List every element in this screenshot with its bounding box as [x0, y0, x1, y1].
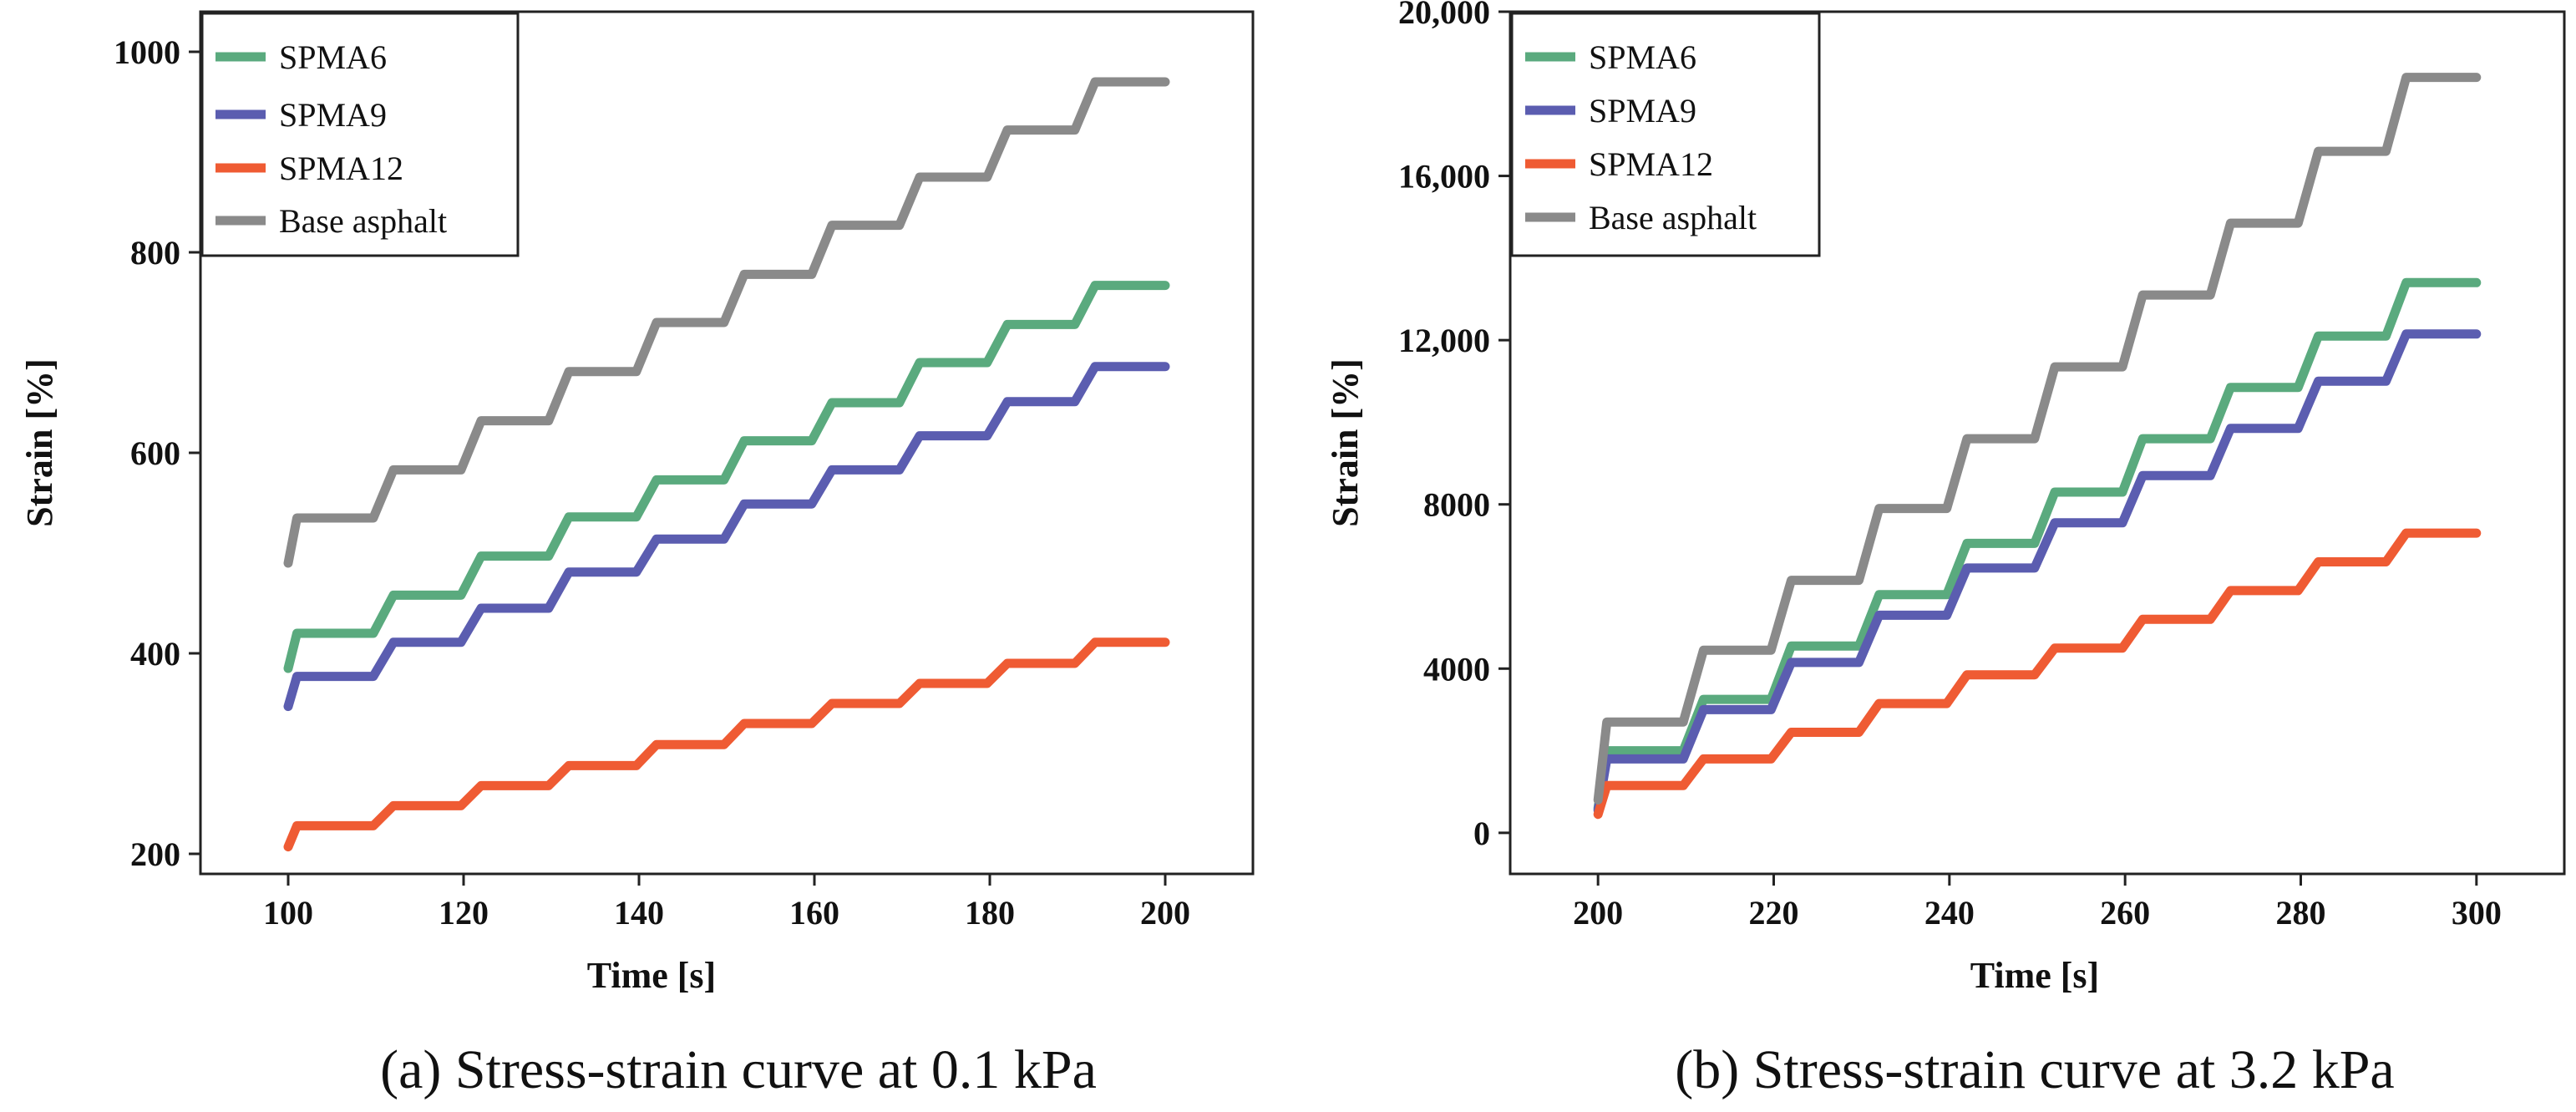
- y-tick-label: 600: [130, 434, 180, 472]
- x-tick-label: 280: [2276, 894, 2326, 932]
- x-tick-label: 260: [2100, 894, 2150, 932]
- y-tick-label: 400: [130, 635, 180, 673]
- x-tick-label: 200: [1140, 894, 1190, 932]
- legend-label-base-asphalt: Base asphalt: [279, 202, 447, 240]
- legend-label-spma6: SPMA6: [279, 38, 387, 76]
- panel-a: 100 120 140 160 180 200 200 400 600 800 1000 SPMA6…: [19, 10, 1255, 1100]
- x-tick-label: 100: [263, 894, 313, 932]
- caption: (a) Stress-strain curve at 0.1 kPa: [380, 1039, 1097, 1100]
- y-axis-title: Strain [%]: [1325, 358, 1366, 527]
- legend-label-spma6: SPMA6: [1589, 38, 1696, 76]
- y-axis-title: Strain [%]: [19, 358, 60, 527]
- x-tick-label: 180: [965, 894, 1015, 932]
- series-line-spma12: [283, 637, 1170, 852]
- x-tick-label: 240: [1924, 894, 1975, 932]
- x-tick-label: 200: [1573, 894, 1623, 932]
- y-tick-label: 1000: [114, 33, 180, 71]
- y-tick-label: 200: [130, 835, 180, 873]
- legend-label-spma12: SPMA12: [279, 150, 403, 187]
- legend-label-spma9: SPMA9: [1589, 92, 1696, 129]
- y-tick-label: 20,000: [1398, 0, 1490, 31]
- y-tick-label: 16,000: [1398, 158, 1490, 195]
- plot-frame: [1509, 10, 2566, 876]
- plot-area: 200 220 240 260 280 300 0 4000 8000 12,000 16,000 2…: [1398, 0, 2502, 932]
- x-tick-label: 220: [1749, 894, 1799, 932]
- caption: (b) Stress-strain curve at 3.2 kPa: [1675, 1039, 2394, 1100]
- series-line-base-asphalt: [1593, 73, 2482, 805]
- y-tick-label: 0: [1473, 815, 1490, 852]
- legend-label-base-asphalt: Base asphalt: [1589, 199, 1757, 236]
- y-tick-label: 8000: [1423, 486, 1490, 524]
- plot-frame: [199, 10, 1255, 876]
- legend: SPMA6 SPMA9 SPMA12 Base asphalt: [200, 12, 520, 257]
- x-axis-title: Time [s]: [1970, 955, 2099, 996]
- x-tick-label: 120: [439, 894, 489, 932]
- series-line-base-asphalt: [283, 77, 1170, 568]
- x-tick-label: 140: [614, 894, 664, 932]
- x-tick-label: 160: [789, 894, 839, 932]
- series-line-spma6: [1593, 277, 2482, 813]
- plot-area: 100 120 140 160 180 200 200 400 600 800 1000: [114, 33, 1190, 932]
- x-tick-label: 300: [2452, 894, 2502, 932]
- series-line-spma9: [1593, 329, 2482, 815]
- series-line-spma12: [1593, 528, 2482, 820]
- legend-label-spma12: SPMA12: [1589, 145, 1713, 183]
- y-tick-label: 12,000: [1398, 322, 1490, 359]
- y-tick-label: 4000: [1423, 650, 1490, 688]
- y-tick-label: 800: [130, 234, 180, 272]
- legend: SPMA6 SPMA9 SPMA12 Base asphalt: [1510, 12, 1821, 257]
- legend-label-spma9: SPMA9: [279, 96, 387, 134]
- series-line-spma6: [283, 281, 1170, 673]
- panel-b: 200 220 240 260 280 300 0 4000 8000 12,000 16,000 2…: [1325, 0, 2566, 1100]
- series-line-spma9: [283, 362, 1170, 712]
- x-axis-title: Time [s]: [587, 955, 716, 996]
